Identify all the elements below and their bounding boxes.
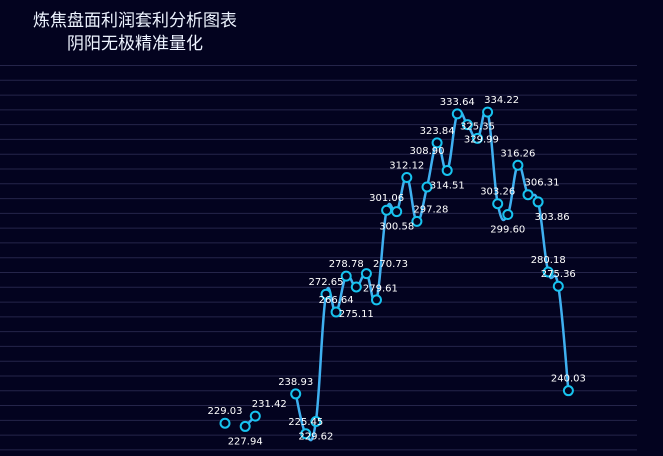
data-label: 229.62 bbox=[298, 431, 333, 442]
chart-title-block: 炼焦盘面利润套利分析图表 阴阳无极精准量化 bbox=[0, 10, 270, 56]
data-point[interactable] bbox=[239, 420, 251, 432]
data-point[interactable] bbox=[249, 410, 261, 422]
data-point[interactable] bbox=[381, 204, 393, 216]
data-label: 334.22 bbox=[484, 95, 519, 106]
labels: 229.03 227.94 231.42 238.93 225.45 229.62 272.… bbox=[208, 95, 586, 447]
data-label: 275.36 bbox=[541, 269, 576, 280]
data-label: 299.60 bbox=[490, 225, 525, 236]
data-label: 333.64 bbox=[440, 97, 475, 108]
data-label: 297.28 bbox=[413, 204, 448, 215]
data-point[interactable] bbox=[401, 172, 413, 184]
data-label: 280.18 bbox=[531, 255, 566, 266]
data-label: 272.65 bbox=[309, 277, 344, 288]
data-label: 227.94 bbox=[228, 436, 263, 447]
data-label: 278.78 bbox=[329, 259, 364, 270]
data-label: 312.12 bbox=[389, 161, 424, 172]
data-point[interactable] bbox=[522, 189, 534, 201]
data-label: 308.90 bbox=[410, 146, 445, 157]
data-point[interactable] bbox=[552, 280, 564, 292]
data-point[interactable] bbox=[371, 294, 382, 306]
data-label: 231.42 bbox=[252, 399, 287, 410]
data-label: 225.45 bbox=[288, 417, 323, 428]
data-label: 323.84 bbox=[420, 126, 455, 137]
data-label: 325.35 bbox=[460, 121, 495, 132]
data-label: 238.93 bbox=[278, 377, 313, 388]
data-label: 314.51 bbox=[430, 180, 465, 191]
data-point[interactable] bbox=[300, 428, 312, 440]
chart-subtitle: 阴阳无极精准量化 bbox=[67, 34, 203, 54]
data-point[interactable] bbox=[360, 268, 372, 280]
data-point[interactable] bbox=[219, 417, 231, 429]
data-label: 306.31 bbox=[525, 178, 560, 189]
data-point[interactable] bbox=[320, 288, 332, 300]
data-point[interactable] bbox=[502, 209, 514, 221]
data-label: 303.86 bbox=[535, 212, 570, 223]
data-label: 240.03 bbox=[551, 374, 586, 385]
data-point[interactable] bbox=[350, 281, 362, 293]
data-point[interactable] bbox=[310, 415, 322, 427]
data-label: 329.99 bbox=[464, 135, 499, 146]
data-point[interactable] bbox=[421, 181, 433, 193]
data-label: 266.64 bbox=[319, 295, 354, 306]
data-label: 300.58 bbox=[379, 222, 414, 233]
data-point[interactable] bbox=[461, 119, 473, 131]
data-label: 275.11 bbox=[339, 309, 374, 320]
data-point[interactable] bbox=[391, 206, 403, 218]
data-point[interactable] bbox=[451, 108, 463, 120]
data-point[interactable] bbox=[562, 385, 574, 397]
data-point[interactable] bbox=[512, 159, 524, 171]
data-point[interactable] bbox=[441, 164, 453, 176]
data-point[interactable] bbox=[411, 215, 423, 227]
data-point[interactable] bbox=[492, 198, 504, 210]
data-point[interactable] bbox=[290, 388, 302, 400]
data-point[interactable] bbox=[431, 137, 443, 149]
data-label: 229.03 bbox=[208, 406, 243, 417]
data-label: 303.26 bbox=[480, 187, 515, 198]
data-point[interactable] bbox=[532, 196, 544, 208]
points bbox=[219, 106, 574, 440]
data-point[interactable] bbox=[340, 270, 352, 282]
data-point[interactable] bbox=[330, 306, 342, 318]
data-point[interactable] bbox=[472, 132, 483, 144]
data-label: 279.61 bbox=[363, 284, 398, 295]
data-point[interactable] bbox=[542, 266, 554, 278]
data-point[interactable] bbox=[482, 106, 494, 118]
data-label: 270.73 bbox=[373, 259, 408, 270]
chart-title: 炼焦盘面利润套利分析图表 bbox=[33, 11, 237, 31]
data-label: 301.06 bbox=[369, 193, 404, 204]
data-label: 316.26 bbox=[500, 148, 535, 159]
